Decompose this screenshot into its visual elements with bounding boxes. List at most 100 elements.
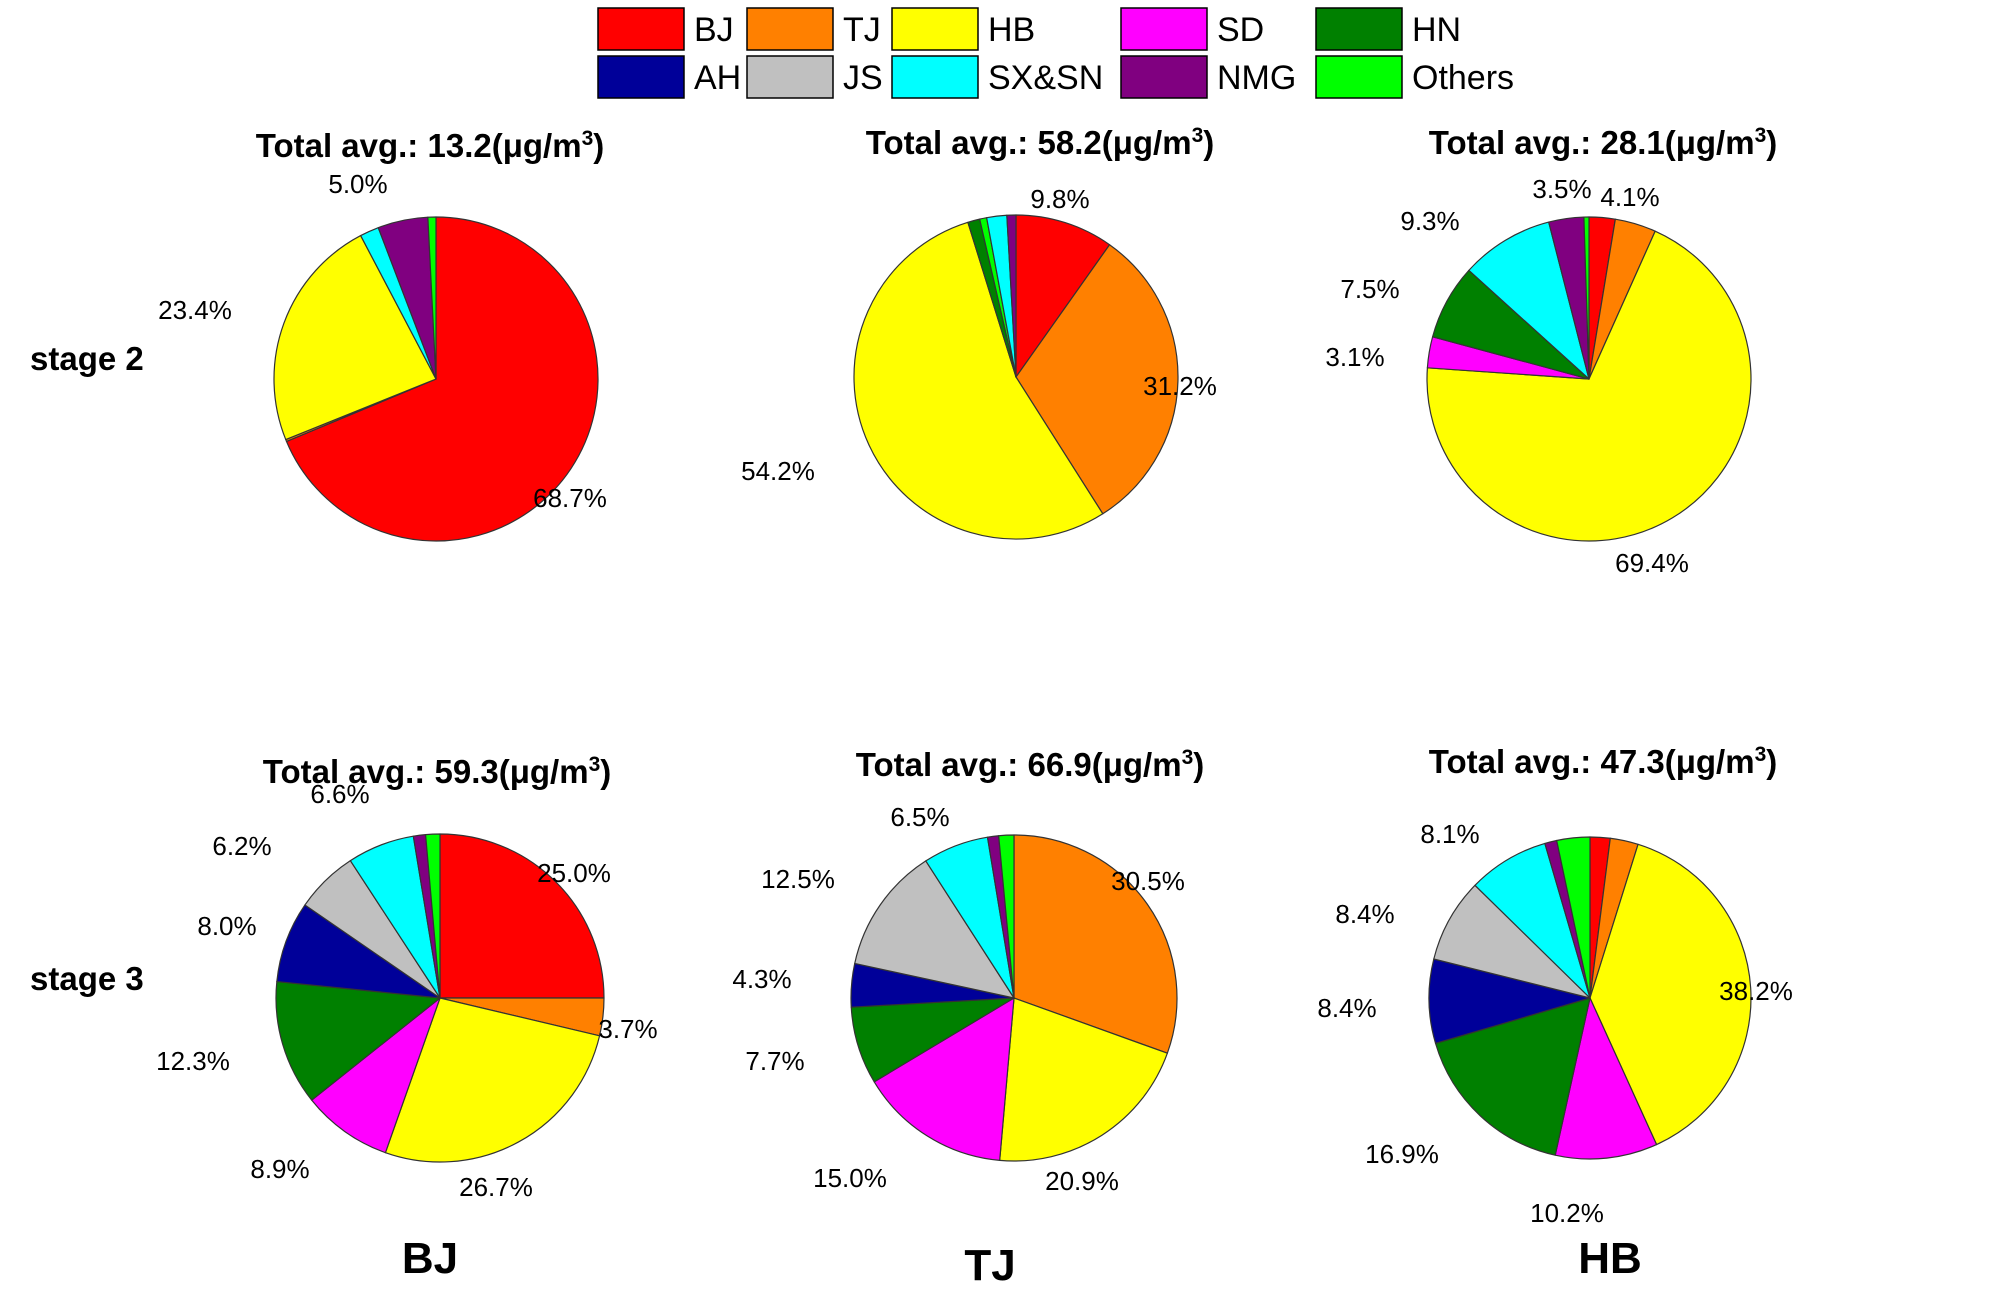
legend-item-hn: HN <box>1315 7 1461 51</box>
legend-swatch <box>891 55 979 99</box>
pie-percent-label: 8.4% <box>1335 899 1394 929</box>
pie-title-unit-close: ) <box>1193 746 1204 783</box>
pie-slice-bj <box>1015 214 1111 378</box>
legend-item-others: Others <box>1315 55 1514 99</box>
legend-swatch <box>746 55 834 99</box>
legend: BJ TJ HB SD HN AH JS SX&SN NMG Others <box>597 7 1514 99</box>
pie-slice-hn <box>275 980 441 1101</box>
pie-slice-hb <box>1589 843 1752 1146</box>
pie-stage-3-tj: Total avg.: 66.9(μg/m3) 30.5% 20.9% 15.0% 7.… <box>732 746 1204 1196</box>
pie-slice-bj <box>439 833 605 999</box>
pie-title-unit: (μg/m <box>1665 124 1755 161</box>
pie-title-unit-close: ) <box>1766 124 1777 161</box>
pie-title-prefix: Total avg.: <box>856 746 1028 783</box>
legend-swatch <box>1315 55 1403 99</box>
pie-percent-label: 31.2% <box>1143 371 1217 401</box>
legend-swatch <box>597 7 685 51</box>
pie-slice-sd <box>873 997 1015 1161</box>
pie-percent-label: 3.5% <box>1532 174 1591 204</box>
pie-percent-label: 69.4% <box>1615 548 1689 578</box>
legend-label: Others <box>1412 59 1514 97</box>
pie-slice-js <box>854 860 1015 999</box>
pie-percent-label: 8.9% <box>250 1154 309 1184</box>
pie-title-unit: (μg/m <box>492 127 582 164</box>
legend-item-nmg: NMG <box>1120 55 1296 99</box>
pie-percent-label: 3.7% <box>598 1014 657 1044</box>
pie-percent-label: 68.7% <box>533 483 607 513</box>
pie-title-unit-close: ) <box>593 127 604 164</box>
pie-title-unit-close: ) <box>1766 743 1777 780</box>
pie-slice-hb <box>1426 230 1752 542</box>
pie-percent-label: 9.3% <box>1400 206 1459 236</box>
pie-slice-others <box>1556 836 1591 999</box>
legend-swatch <box>891 7 979 51</box>
pie-title-total: 47.3 <box>1600 743 1664 780</box>
pie-stage-2-bj: Total avg.: 13.2(μg/m3) 68.7% 23.4% 5.0% <box>158 127 607 542</box>
pie-title-unit-close: ) <box>1203 124 1214 161</box>
pie-slice-sd <box>311 997 441 1154</box>
legend-item-js: JS <box>746 55 883 99</box>
legend-label: SX&SN <box>988 59 1103 97</box>
pie-title: Total avg.: 59.3(μg/m3) <box>263 753 612 790</box>
pie-percent-label: 6.2% <box>212 831 271 861</box>
pie-percent-label: 8.4% <box>1317 993 1376 1023</box>
legend-item-hb: HB <box>891 7 1035 51</box>
axis-annotations: stage 2 stage 3 BJ TJ HB <box>30 340 1642 1289</box>
pie-title-unit-close: ) <box>600 753 611 790</box>
pie-title-prefix: Total avg.: <box>256 127 428 164</box>
column-label-bj: BJ <box>402 1234 458 1283</box>
legend-item-bj: BJ <box>597 7 734 51</box>
pie-slice-others <box>427 216 437 380</box>
pie-slice-tj <box>1015 244 1179 515</box>
pie-title: Total avg.: 66.9(μg/m3) <box>856 746 1205 783</box>
pie-percent-label: 30.5% <box>1111 866 1185 896</box>
pie-slice-hb <box>999 997 1168 1162</box>
pie-slice-others <box>998 834 1015 999</box>
pie-percent-label: 26.7% <box>459 1172 533 1202</box>
row-label-stage-2: stage 2 <box>30 340 144 377</box>
legend-swatch <box>597 55 685 99</box>
pie-percent-label: 16.9% <box>1365 1139 1439 1169</box>
pie-percent-label: 8.1% <box>1420 819 1479 849</box>
pie-percent-label: 20.9% <box>1045 1166 1119 1196</box>
pie-title: Total avg.: 28.1(μg/m3) <box>1429 124 1778 161</box>
legend-swatch <box>1315 7 1403 51</box>
legend-label: SD <box>1217 11 1264 49</box>
column-label-hb: HB <box>1578 1234 1642 1283</box>
pie-percent-label: 4.1% <box>1600 182 1659 212</box>
pie-title-total: 13.2 <box>427 127 491 164</box>
pie-stage-3-hb: Total avg.: 47.3(μg/m3) 38.2% 10.2% 16.9% 8.… <box>1317 743 1793 1228</box>
legend-label: TJ <box>843 11 881 49</box>
legend-swatch <box>746 7 834 51</box>
pie-percent-label: 7.5% <box>1340 274 1399 304</box>
legend-label: BJ <box>694 11 734 49</box>
pie-title-unit-sup: 3 <box>582 127 594 150</box>
pie-title-unit: (μg/m <box>1102 124 1192 161</box>
pie-title-unit-sup: 3 <box>1192 124 1204 147</box>
pie-stage-2-tj: Total avg.: 58.2(μg/m3) 9.8% 31.2% 54.2% <box>741 124 1217 540</box>
pie-title-prefix: Total avg.: <box>1429 124 1601 161</box>
pie-slice-bj <box>285 216 599 542</box>
legend-label: AH <box>694 59 741 97</box>
pie-percent-label: 6.6% <box>310 779 369 809</box>
pie-slice-hb <box>853 221 1104 540</box>
pie-title-prefix: Total avg.: <box>1429 743 1601 780</box>
legend-label: HN <box>1412 11 1461 49</box>
pie-title-unit-sup: 3 <box>1755 124 1767 147</box>
legend-item-tj: TJ <box>746 7 881 51</box>
legend-label: HB <box>988 11 1035 49</box>
pie-stage-2-hb: Total avg.: 28.1(μg/m3) 4.1% 69.4% 3.1% 7.5%… <box>1325 124 1777 578</box>
pie-slice-sx-sn <box>1468 221 1590 380</box>
pie-slice-hn <box>1434 997 1591 1156</box>
legend-item-ah: AH <box>597 55 741 99</box>
pie-title-prefix: Total avg.: <box>263 753 435 790</box>
pie-title-unit: (μg/m <box>1092 746 1182 783</box>
pie-charts: Total avg.: 13.2(μg/m3)68.7%23.4%5.0%Tot… <box>156 124 1793 1228</box>
row-label-stage-3: stage 3 <box>30 960 144 997</box>
pie-title-total: 59.3 <box>434 753 498 790</box>
pie-slice-others <box>424 833 441 999</box>
pie-title-total: 66.9 <box>1027 746 1091 783</box>
column-label-tj: TJ <box>964 1241 1015 1289</box>
pie-title: Total avg.: 47.3(μg/m3) <box>1429 743 1778 780</box>
